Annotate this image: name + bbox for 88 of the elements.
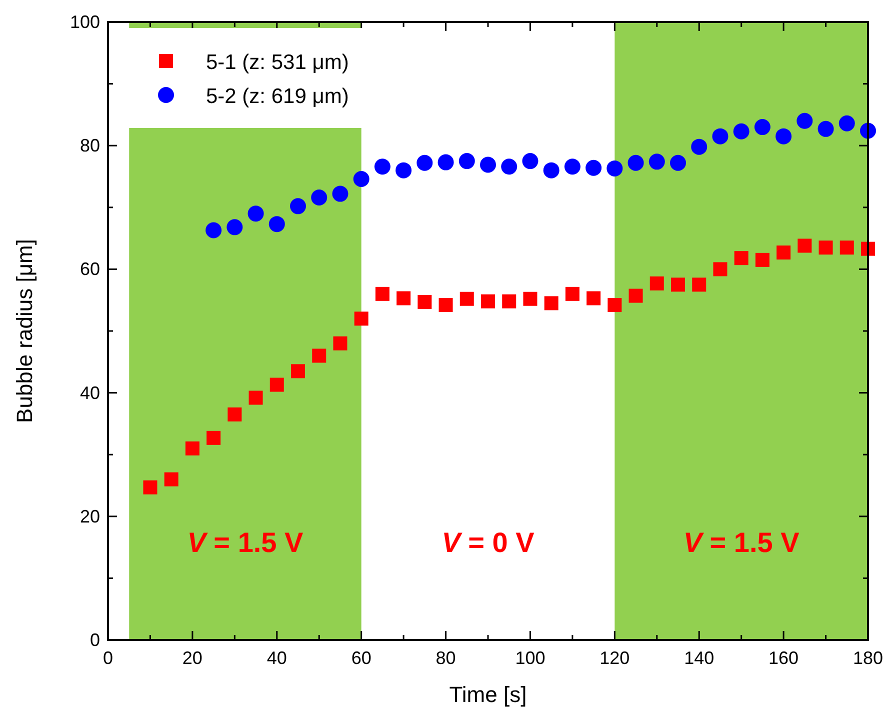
point (692, 278, 706, 292)
point (586, 291, 601, 306)
point (628, 288, 643, 303)
legend-label: 5-2 (z: 619 μm) (206, 85, 349, 108)
point (396, 162, 412, 178)
point (523, 292, 538, 306)
point (164, 472, 178, 486)
y-tick-label: 0 (90, 630, 100, 650)
point (670, 154, 686, 171)
point (818, 240, 833, 255)
point (353, 170, 370, 187)
point (481, 294, 495, 308)
y-tick-label: 80 (80, 136, 100, 156)
point (734, 251, 748, 266)
point (608, 298, 622, 312)
point (733, 123, 750, 140)
x-tick-label: 80 (436, 648, 456, 668)
point (143, 480, 158, 494)
point (798, 238, 812, 253)
annotation: V = 0 V (442, 527, 535, 558)
x-tick-label: 0 (102, 648, 114, 668)
point (755, 252, 770, 267)
x-axis-title: Time [s] (449, 682, 527, 707)
point (712, 128, 728, 144)
point (543, 162, 560, 178)
point (713, 262, 728, 276)
point (228, 407, 242, 422)
point (671, 278, 685, 292)
point (522, 153, 538, 170)
point (226, 219, 243, 236)
y-tick-label: 20 (80, 506, 100, 526)
point (396, 291, 411, 306)
point (248, 390, 263, 405)
y-tick-label: 40 (80, 382, 100, 403)
x-tick-label: 160 (768, 648, 799, 668)
point (840, 240, 854, 255)
point (564, 158, 580, 175)
point (565, 286, 580, 301)
point (290, 198, 306, 214)
point (502, 294, 516, 308)
point (438, 298, 453, 312)
y-tick-label: 60 (80, 259, 100, 280)
point (650, 276, 664, 290)
point (312, 348, 326, 363)
point (691, 138, 708, 155)
y-tick-label: 100 (70, 12, 100, 32)
x-tick-label: 60 (351, 648, 372, 668)
point (480, 156, 496, 173)
point (206, 430, 221, 445)
point (501, 158, 518, 175)
point (838, 115, 855, 132)
y-axis-title: Bubble radius [μm] (12, 239, 37, 423)
point (648, 154, 665, 170)
point (776, 246, 791, 260)
x-tick-label: 120 (600, 648, 630, 668)
point (354, 312, 368, 326)
x-tick-label: 40 (266, 648, 287, 668)
band-label: V = 1.5 V (187, 527, 304, 558)
point (460, 292, 474, 306)
point (185, 441, 200, 456)
point (311, 190, 328, 206)
point (416, 154, 433, 171)
point (544, 296, 558, 310)
band-label: V = 1.5 V (683, 527, 800, 558)
point (776, 128, 792, 144)
point (268, 216, 285, 232)
point (818, 120, 834, 137)
point (332, 186, 348, 202)
point (796, 112, 813, 129)
point (248, 206, 264, 222)
point (291, 364, 305, 378)
point (438, 154, 454, 170)
x-tick-label: 140 (684, 648, 714, 668)
point (333, 336, 348, 350)
point (628, 154, 644, 171)
point (270, 378, 284, 392)
x-tick-label: 180 (852, 648, 884, 668)
x-tick-label: 100 (515, 648, 546, 668)
point (606, 160, 623, 176)
point (418, 294, 432, 309)
point (206, 222, 222, 238)
point (374, 158, 390, 175)
x-tick-label: 20 (182, 648, 202, 668)
point (375, 286, 390, 301)
point (754, 119, 770, 136)
point (458, 153, 475, 170)
legend-label: 5-1 (z: 531 μm) (206, 51, 349, 74)
point (586, 160, 602, 176)
